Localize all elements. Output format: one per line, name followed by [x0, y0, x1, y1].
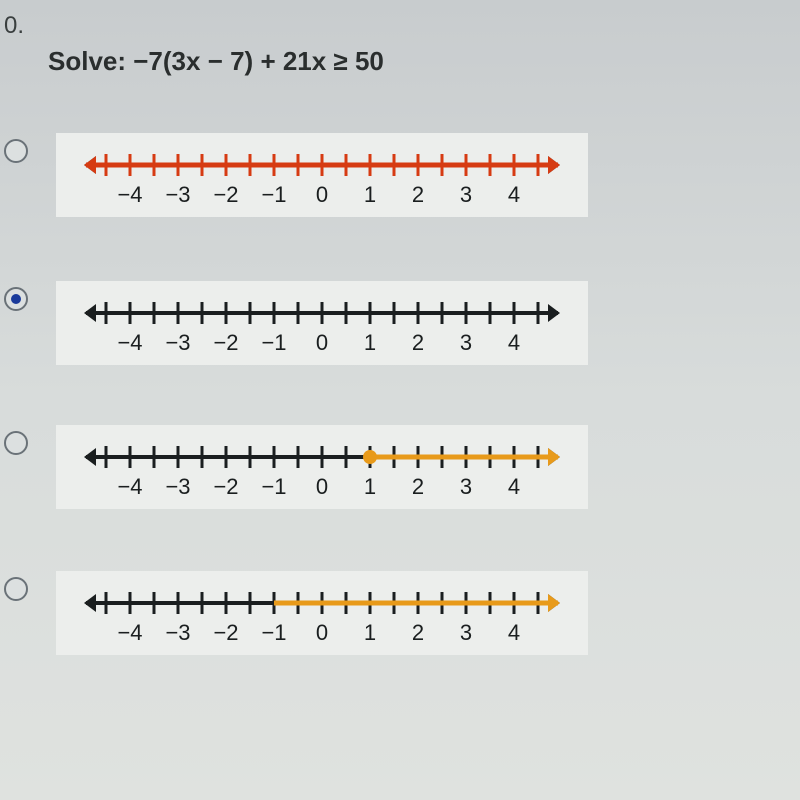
svg-text:0: 0 — [316, 182, 328, 207]
svg-text:1: 1 — [364, 620, 376, 645]
svg-text:1: 1 — [364, 330, 376, 355]
svg-text:−4: −4 — [117, 620, 142, 645]
svg-text:−1: −1 — [261, 620, 286, 645]
option-radio[interactable] — [4, 287, 28, 311]
option-row: −4 −3 −2 −1 0 1 2 3 4 — [0, 281, 800, 365]
number-line: −4 −3 −2 −1 0 1 2 3 4 — [56, 425, 588, 509]
svg-text:1: 1 — [364, 182, 376, 207]
svg-text:0: 0 — [316, 330, 328, 355]
number-line: −4 −3 −2 −1 0 1 2 3 4 — [56, 281, 588, 365]
svg-text:1: 1 — [364, 474, 376, 499]
svg-text:0: 0 — [316, 474, 328, 499]
svg-text:2: 2 — [412, 330, 424, 355]
number-line: −4 −3 −2 −1 0 1 2 3 4 — [56, 133, 588, 217]
svg-text:−3: −3 — [165, 620, 190, 645]
svg-text:−3: −3 — [165, 182, 190, 207]
svg-text:4: 4 — [508, 474, 520, 499]
option-row: −4 −3 −2 −1 0 1 2 3 4 — [0, 133, 800, 217]
svg-text:2: 2 — [412, 620, 424, 645]
svg-text:−1: −1 — [261, 474, 286, 499]
svg-text:2: 2 — [412, 474, 424, 499]
question-number: 0. — [4, 12, 800, 40]
svg-text:−1: −1 — [261, 182, 286, 207]
svg-text:−4: −4 — [117, 182, 142, 207]
option-radio[interactable] — [4, 139, 28, 163]
svg-text:4: 4 — [508, 620, 520, 645]
svg-text:3: 3 — [460, 474, 472, 499]
number-line: −4 −3 −2 −1 0 1 2 3 4 — [56, 571, 588, 655]
svg-text:−2: −2 — [213, 330, 238, 355]
svg-text:3: 3 — [460, 182, 472, 207]
svg-text:−4: −4 — [117, 330, 142, 355]
option-radio[interactable] — [4, 431, 28, 455]
svg-text:4: 4 — [508, 182, 520, 207]
svg-text:3: 3 — [460, 330, 472, 355]
option-row: −4 −3 −2 −1 0 1 2 3 4 — [0, 425, 800, 509]
svg-text:−2: −2 — [213, 474, 238, 499]
svg-text:3: 3 — [460, 620, 472, 645]
svg-text:−3: −3 — [165, 330, 190, 355]
option-row: −4 −3 −2 −1 0 1 2 3 4 — [0, 571, 800, 655]
option-radio[interactable] — [4, 577, 28, 601]
svg-text:2: 2 — [412, 182, 424, 207]
svg-text:−4: −4 — [117, 474, 142, 499]
svg-text:−3: −3 — [165, 474, 190, 499]
svg-text:−2: −2 — [213, 620, 238, 645]
svg-text:0: 0 — [316, 620, 328, 645]
svg-text:−1: −1 — [261, 330, 286, 355]
svg-text:−2: −2 — [213, 182, 238, 207]
question-text: Solve: −7(3x − 7) + 21x ≥ 50 — [48, 46, 800, 77]
svg-text:4: 4 — [508, 330, 520, 355]
